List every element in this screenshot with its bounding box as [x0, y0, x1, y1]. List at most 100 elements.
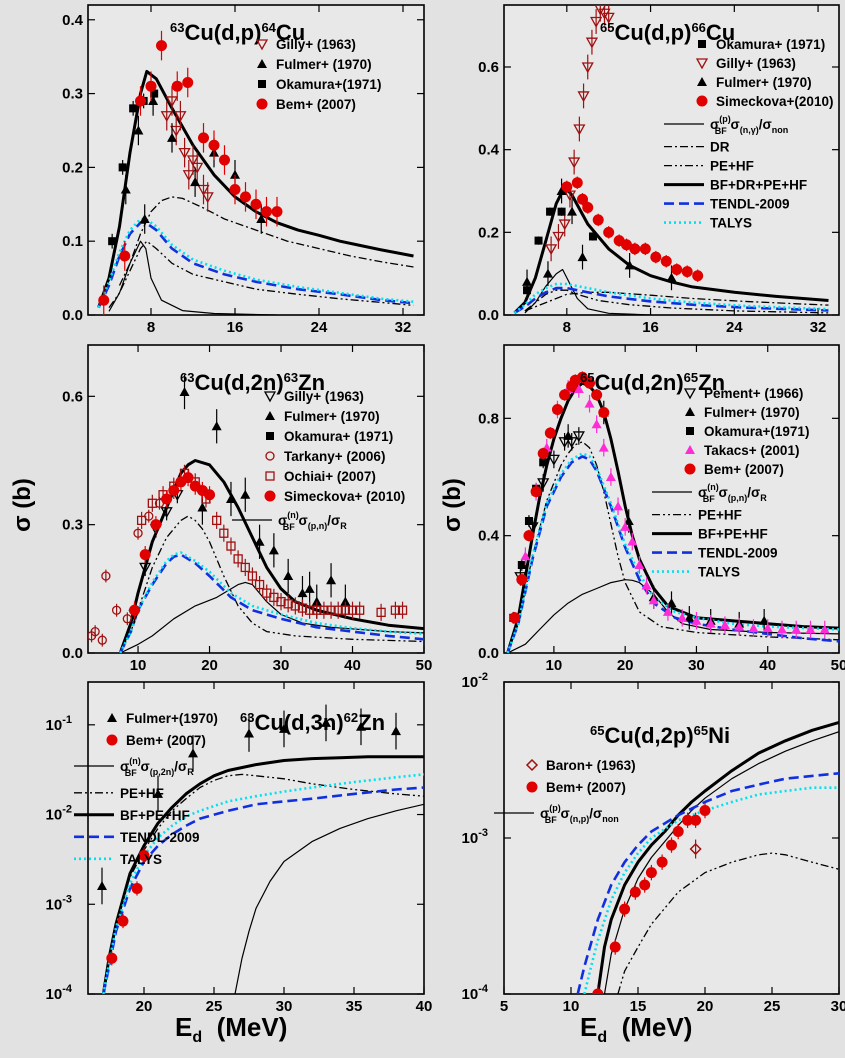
y-tick-label: 0.4: [478, 528, 500, 545]
data-point: [509, 612, 521, 624]
data-points: [522, 5, 704, 295]
data-point: [111, 605, 122, 615]
x-tick-label: 16: [227, 319, 244, 336]
title-product: Zn: [298, 370, 325, 395]
data-point: [108, 237, 117, 246]
x-tick-label: 35: [346, 998, 363, 1015]
legend-formula-sup: (n): [287, 510, 299, 520]
legend: Gilly+ (1963) Fulmer+ (1970) Okamura+ (197…: [232, 389, 405, 532]
legend-formula: σ: [278, 513, 287, 528]
legend-formula-sub: (p,n): [308, 521, 328, 531]
data-point: [250, 198, 262, 210]
y-tick-exponent: -1: [62, 714, 72, 726]
legend-label: TALYS: [698, 565, 740, 580]
legend-marker: [255, 39, 269, 51]
y-tick-label: 10-2: [462, 671, 488, 691]
legend-marker: [265, 411, 275, 420]
legend-formula: /σ: [174, 759, 187, 774]
y-tick-label: 10-3: [46, 893, 72, 913]
y-tick-exponent: -4: [62, 983, 73, 995]
y-tick-label: 10-4: [462, 983, 489, 1003]
data-point: [598, 406, 610, 418]
data-point: [571, 177, 583, 189]
legend-label: BF+DR+PE+HF: [710, 178, 807, 193]
legend-label: Gilly+ (1963): [716, 56, 796, 71]
legend-label: Bem+ (2007): [276, 97, 356, 112]
title-reaction: Cu(d,p): [614, 20, 691, 45]
legend-label: PE+HF: [698, 508, 742, 523]
data-point: [537, 448, 549, 460]
legend-formula-sub: non: [772, 125, 789, 135]
data-point: [311, 596, 322, 606]
curve-dotted-cyan: [583, 786, 839, 994]
chart-panel-1: 8 16 24 32 0.0 0.1 0.2 0.3 0.4 63Cu(d,p)64CuGilly…: [62, 4, 425, 336]
curves: [513, 185, 829, 315]
legend-formula-sub: R: [187, 767, 194, 777]
curve-dashdotdot: [506, 441, 839, 653]
legend-formula-sub: non: [602, 814, 619, 824]
legend-marker: [696, 95, 708, 107]
data-point: [97, 880, 107, 890]
data-point: [254, 579, 265, 590]
title-product: Zn: [358, 710, 385, 735]
data-point: [271, 206, 283, 218]
y-tick-label: 0.4: [62, 12, 84, 29]
data-point: [692, 270, 704, 282]
data-point: [133, 528, 143, 538]
data-point: [131, 882, 143, 894]
data-point: [584, 377, 596, 389]
legend-label: TALYS: [710, 216, 752, 231]
data-point: [90, 626, 100, 637]
legend-formula: σ: [120, 759, 129, 774]
curve-dashdot: [524, 291, 829, 312]
data-point: [592, 214, 604, 226]
y-tick-label: 0.2: [62, 159, 83, 176]
data-point: [530, 486, 542, 498]
data-point: [135, 95, 146, 107]
data-point: [576, 371, 588, 383]
curve-dashed-blue: [102, 786, 424, 994]
data-point: [556, 186, 567, 195]
legend-label: Fulmer+ (1970): [716, 75, 812, 90]
data-point: [230, 169, 240, 179]
data-point: [211, 421, 222, 431]
legend-formula: σ: [295, 513, 308, 528]
legend-formula-sub: BF: [283, 522, 295, 532]
x-tick-label: 24: [726, 319, 743, 336]
data-point: [598, 442, 609, 452]
legend-formula-sub: BF: [545, 815, 557, 825]
legend-formula-sub: (n,γ): [740, 125, 759, 135]
x-tick-label: 8: [147, 319, 155, 336]
y-tick-label: 10-1: [46, 714, 72, 734]
x-tick-label: 20: [697, 998, 714, 1015]
y-tick-label: 10-3: [462, 827, 488, 847]
data-point: [585, 37, 599, 49]
data-point: [182, 472, 194, 484]
data-point: [347, 605, 358, 615]
data-point: [319, 605, 329, 615]
curve-solid-thick: [513, 185, 829, 314]
legend-formula: σ: [540, 806, 549, 821]
data-point: [276, 597, 286, 607]
legend-label: Fulmer+(1970): [126, 711, 218, 726]
data-point: [568, 157, 581, 169]
data-point: [304, 605, 315, 615]
curve-solid-thin: [119, 581, 424, 653]
data-point: [671, 264, 683, 276]
curve-dashed-blue: [513, 286, 829, 315]
plot-frame: [87, 681, 425, 995]
data-point: [577, 193, 589, 205]
data-point: [577, 252, 588, 262]
title-reaction: Cu(d,2n): [594, 370, 683, 395]
title-reaction: Cu(d,2n): [194, 370, 283, 395]
data-point: [98, 294, 110, 306]
y-axis-label-text: σ (b): [9, 478, 36, 532]
data-point: [546, 207, 555, 216]
data-points: [97, 704, 401, 966]
y-tick-label: 0.0: [62, 307, 83, 324]
data-point: [128, 604, 140, 616]
y-tick-exponent: -3: [62, 893, 72, 905]
curve-dashed-blue: [576, 772, 839, 994]
title-product: Zn: [698, 370, 725, 395]
data-point: [620, 521, 631, 531]
